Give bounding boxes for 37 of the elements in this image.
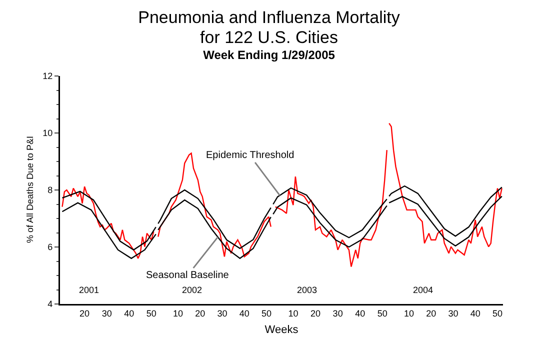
- y-tick-label: 4: [48, 299, 53, 310]
- y-tick-label: 10: [42, 128, 53, 138]
- x-tick-label: 20: [426, 308, 436, 318]
- annotation: 2003: [297, 285, 318, 295]
- x-tick-label: 50: [261, 308, 272, 318]
- annotation: Seasonal Baseline: [146, 270, 230, 281]
- x-tick-label: 30: [102, 308, 112, 318]
- x-tick-label: 20: [80, 308, 90, 318]
- x-tick-label: 30: [332, 308, 343, 318]
- annotation: 2002: [182, 285, 202, 295]
- x-tick-label: 50: [146, 308, 156, 318]
- y-axis-title: % of All Deaths Due to P&I: [25, 136, 35, 243]
- line-series: [62, 186, 154, 259]
- x-tick-label: 10: [288, 308, 298, 318]
- y-tick-label: 12: [42, 71, 53, 82]
- x-tick-label: 40: [124, 308, 134, 318]
- y-tick-label: 6: [48, 242, 53, 252]
- x-tick-label: 10: [173, 308, 184, 318]
- annotation: Epidemic Threshold: [206, 150, 294, 161]
- x-tick-label: 20: [310, 308, 321, 318]
- x-tick-label: 30: [217, 308, 228, 318]
- x-tick-label: 40: [470, 308, 480, 318]
- line-series: [62, 190, 156, 250]
- text: Pneumonia and Influenza Mortality for 122 U.S. Cities: [138, 8, 400, 48]
- x-tick-label: 40: [355, 308, 366, 318]
- x-tick-label: 20: [195, 308, 206, 318]
- x-tick-label: 50: [377, 308, 388, 318]
- x-tick-label: 30: [448, 308, 458, 318]
- text: Weeks: [264, 324, 298, 337]
- x-tick-label: 50: [492, 308, 502, 318]
- annotation: 2001: [79, 285, 100, 295]
- x-tick-label: 10: [404, 308, 414, 318]
- line-series: [62, 202, 156, 259]
- y-tick-label: 8: [48, 185, 53, 196]
- annotation: 2004: [413, 285, 434, 295]
- text: Week Ending 1/29/2005: [203, 48, 335, 63]
- x-tick-label: 40: [239, 308, 250, 318]
